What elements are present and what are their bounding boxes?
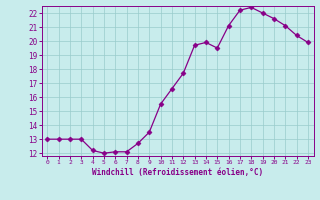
X-axis label: Windchill (Refroidissement éolien,°C): Windchill (Refroidissement éolien,°C) [92,168,263,177]
